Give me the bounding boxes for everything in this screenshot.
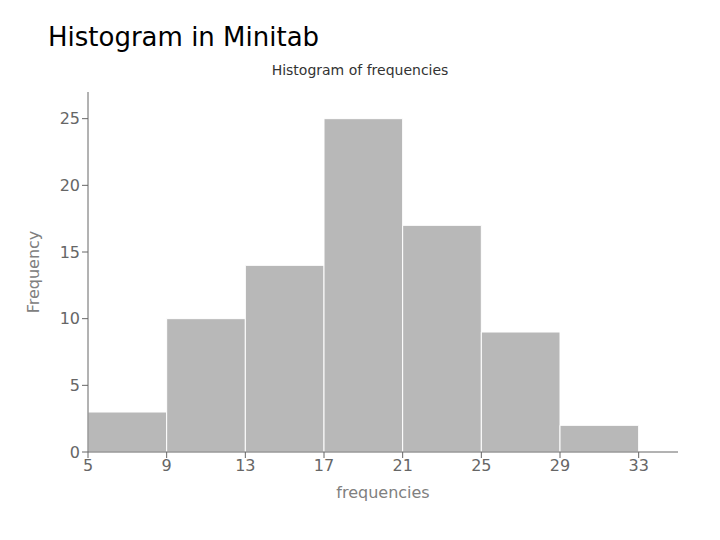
svg-text:21: 21 <box>392 456 412 475</box>
svg-text:5: 5 <box>83 456 93 475</box>
svg-text:25: 25 <box>471 456 491 475</box>
svg-text:25: 25 <box>60 109 80 128</box>
svg-text:0: 0 <box>70 443 80 462</box>
svg-text:9: 9 <box>162 456 172 475</box>
html-text:Histogram in Minitab: Histogram in Minitab <box>48 22 320 52</box>
svg-text:13: 13 <box>235 456 255 475</box>
svg-text:5: 5 <box>70 376 80 395</box>
svg-text:20: 20 <box>60 176 80 195</box>
svg-text:33: 33 <box>628 456 648 475</box>
svg-text:17: 17 <box>314 456 334 475</box>
svg-text:Frequency: Frequency <box>24 231 43 314</box>
svg-text:29: 29 <box>550 456 570 475</box>
svg-text:10: 10 <box>60 309 80 328</box>
svg-text:15: 15 <box>60 243 80 262</box>
svg-text:frequencies: frequencies <box>336 483 429 502</box>
html-text:Histogram of frequencies: Histogram of frequencies <box>271 62 449 78</box>
